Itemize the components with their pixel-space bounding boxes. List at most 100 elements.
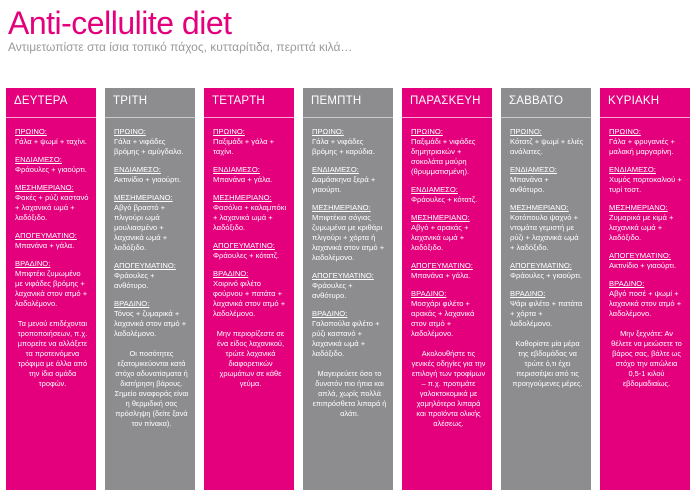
meal-block: ΠΡΩΙΝΟ: Γάλα + ψωμί + ταχίνι. <box>15 127 90 147</box>
meal-title: ΒΡΑΔΙΝΟ: <box>213 269 249 278</box>
meal-text: Μπιφτέκια σόγιας ζυμωμένα με κριθάρι πλι… <box>312 213 385 262</box>
meal-block: ΠΡΩΙΝΟ: Κότατζ + ψωμί + ελιές ανάλατες. <box>510 127 585 157</box>
meal-title: ΠΡΩΙΝΟ: <box>114 127 146 136</box>
meal-block: ΠΡΩΙΝΟ: Παξιμάδι + νιφάδες δημητριακών + … <box>411 127 486 177</box>
day-tip: Μην περιορίζεστε σε ένα είδος λαχανικού,… <box>216 329 285 388</box>
meal-block: ΜΕΣΗΜΕΡΙΑΝΟ: Φακές + ρύζι καστανό + λαχαν… <box>15 183 90 223</box>
day-name: ΚΥΡΙΑΚΗ <box>600 88 690 118</box>
day-name: ΠΑΡΑΣΚΕΥΗ <box>402 88 492 118</box>
meal-block: ΒΡΑΔΙΝΟ: Χοιρινό φιλέτο φούρνου + πατάτα … <box>213 269 288 319</box>
meal-block: ΜΕΣΗΜΕΡΙΑΝΟ: Ζυμαρικά με κιμά + λαχανικά … <box>609 203 684 243</box>
meal-block: ΕΝΔΙΑΜΕΣΟ: Δαμάσκηνα ξερά + γιαούρτι. <box>312 165 387 195</box>
meal-title: ΕΝΔΙΑΜΕΣΟ: <box>15 155 62 164</box>
page-title: Anti-cellulite diet <box>8 5 232 41</box>
day-name: ΤΡΙΤΗ <box>105 88 195 118</box>
meal-text: Γάλα + φρυγανιές + μαλακή μαργαρίνη. <box>609 137 675 156</box>
meal-text: Μοσχάρι φιλέτο + αρακάς + λαχανικά στον … <box>411 299 475 338</box>
day-menu: ΠΡΩΙΝΟ: Γάλα + φρυγανιές + μαλακή μαργαρί… <box>600 118 690 389</box>
meal-title: ΠΡΩΙΝΟ: <box>411 127 443 136</box>
meal-text: Φράουλες + γιαούρτι. <box>510 271 582 280</box>
meal-text: Φακές + ρύζι καστανό + λαχανικά ωμά + λα… <box>15 193 89 222</box>
meal-block: ΠΡΩΙΝΟ: Γάλα + νιφάδες βρόμης + αμύγδαλα. <box>114 127 189 157</box>
meal-text: Κοτόπουλο ψαχνό + ντομάτα γεμιστή με ρύζ… <box>510 213 579 252</box>
meal-title: ΑΠΟΓΕΥΜΑΤΙΝΟ: <box>15 231 77 240</box>
meal-block: ΜΕΣΗΜΕΡΙΑΝΟ: Κοτόπουλο ψαχνό + ντομάτα γε… <box>510 203 585 253</box>
day-tip: Καθορίστε μία μέρα της εβδομάδας να τρώτ… <box>512 339 583 388</box>
meal-text: Γαλοπούλα φιλέτο + ρύζι καστανό + λαχανι… <box>312 319 380 358</box>
meal-title: ΠΡΩΙΝΟ: <box>213 127 245 136</box>
day-menu: ΠΡΩΙΝΟ: Παξιμάδι + νιφάδες δημητριακών + … <box>402 118 492 429</box>
meal-title: ΑΠΟΓΕΥΜΑΤΙΝΟ: <box>510 261 572 270</box>
meal-text: Γάλα + νιφάδες βρόμης + καρύδια. <box>312 137 375 156</box>
day-tip: Τα μενού επιδέχονται τροποποιήσεων, π.χ.… <box>17 319 88 388</box>
meal-text: Αβγό βραστό + πλιγούρι ωμά μουλιασμένο +… <box>114 203 168 252</box>
meal-block: ΠΡΩΙΝΟ: Γάλα + νιφάδες βρόμης + καρύδια. <box>312 127 387 157</box>
meal-title: ΕΝΔΙΑΜΕΣΟ: <box>609 165 656 174</box>
meal-text: Ψάρι φιλέτο + πατάτα + χόρτα + λαδολέμον… <box>510 299 583 328</box>
meal-block: ΒΡΑΔΙΝΟ: Γαλοπούλα φιλέτο + ρύζι καστανό … <box>312 309 387 359</box>
meal-block: ΜΕΣΗΜΕΡΙΑΝΟ: Μπιφτέκια σόγιας ζυμωμένα με… <box>312 203 387 263</box>
day-column: ΚΥΡΙΑΚΗ ΠΡΩΙΝΟ: Γάλα + φρυγανιές + μαλακή … <box>600 88 690 490</box>
meal-text: Χυμός πορτοκαλιού + τυρί τοστ. <box>609 175 682 194</box>
day-column: ΣΑΒΒΑΤΟ ΠΡΩΙΝΟ: Κότατζ + ψωμί + ελιές ανάλ… <box>501 88 591 490</box>
day-column: ΠΕΜΠΤΗ ΠΡΩΙΝΟ: Γάλα + νιφάδες βρόμης + καρ… <box>303 88 393 490</box>
meal-title: ΒΡΑΔΙΝΟ: <box>114 299 150 308</box>
meal-title: ΑΠΟΓΕΥΜΑΤΙΝΟ: <box>114 261 176 270</box>
meal-block: ΕΝΔΙΑΜΕΣΟ: Φράουλες + γιαούρτι. <box>15 155 90 175</box>
meal-title: ΠΡΩΙΝΟ: <box>609 127 641 136</box>
meal-text: Φράουλες + κότατζ. <box>411 195 478 204</box>
meal-title: ΑΠΟΓΕΥΜΑΤΙΝΟ: <box>609 251 671 260</box>
meal-text: Φράουλες + κότατζ. <box>213 251 280 260</box>
meal-text: Φράουλες + ανθότυρο. <box>312 281 353 300</box>
day-menu: ΠΡΩΙΝΟ: Παξιμάδι + γάλα + ταχίνι. ΕΝΔΙΑΜΕΣ… <box>204 118 294 389</box>
meal-text: Μπανάνα + γάλα. <box>15 241 75 250</box>
meal-text: Δαμάσκηνα ξερά + γιαούρτι. <box>312 175 376 194</box>
day-name: ΠΕΜΠΤΗ <box>303 88 393 118</box>
day-tip: Μην ξεχνάτε: Αν θέλετε να μειώσετε το βά… <box>611 329 682 388</box>
meal-block: ΒΡΑΔΙΝΟ: Τόνος + ζυμαρικά + λαχανικά στον… <box>114 299 189 339</box>
meal-title: ΑΠΟΓΕΥΜΑΤΙΝΟ: <box>213 241 275 250</box>
meal-title: ΜΕΣΗΜΕΡΙΑΝΟ: <box>312 203 371 212</box>
meal-text: Φασόλια + καλαμπόκι + λαχανικά ωμά + λαδ… <box>213 203 287 232</box>
meal-title: ΠΡΩΙΝΟ: <box>510 127 542 136</box>
meal-title: ΠΡΩΙΝΟ: <box>15 127 47 136</box>
meal-block: ΠΡΩΙΝΟ: Παξιμάδι + γάλα + ταχίνι. <box>213 127 288 157</box>
meal-block: ΑΠΟΓΕΥΜΑΤΙΝΟ: Μπανάνα + γάλα. <box>411 261 486 281</box>
meal-block: ΕΝΔΙΑΜΕΣΟ: Μπανάνα + ανθότυρο. <box>510 165 585 195</box>
meal-title: ΒΡΑΔΙΝΟ: <box>312 309 348 318</box>
day-name: ΤΕΤΑΡΤΗ <box>204 88 294 118</box>
meal-block: ΒΡΑΔΙΝΟ: Αβγό ποσέ + ψωμί + λαχανικά στον… <box>609 279 684 319</box>
meal-text: Χοιρινό φιλέτο φούρνου + πατάτα + λαχανι… <box>213 279 286 318</box>
meal-block: ΑΠΟΓΕΥΜΑΤΙΝΟ: Φράουλες + γιαούρτι. <box>510 261 585 281</box>
meal-text: Ακτινίδιο + γιαούρτι. <box>609 261 677 270</box>
day-tip: Ακολουθήστε τις γενικές οδηγίες για την … <box>411 349 486 428</box>
meal-block: ΒΡΑΔΙΝΟ: Ψάρι φιλέτο + πατάτα + χόρτα + λ… <box>510 289 585 329</box>
meal-title: ΒΡΑΔΙΝΟ: <box>609 279 645 288</box>
meal-text: Ζυμαρικά με κιμά + λαχανικά ωμά + λαδόξι… <box>609 213 674 242</box>
meal-block: ΒΡΑΔΙΝΟ: Μοσχάρι φιλέτο + αρακάς + λαχανι… <box>411 289 486 339</box>
meal-block: ΜΕΣΗΜΕΡΙΑΝΟ: Αβγό βραστό + πλιγούρι ωμά μ… <box>114 193 189 253</box>
day-column: ΤΡΙΤΗ ΠΡΩΙΝΟ: Γάλα + νιφάδες βρόμης + αμύγ… <box>105 88 195 490</box>
page-subtitle: Αντιμετωπίστε στα ίσια τοπικό πάχος, κυτ… <box>8 40 353 54</box>
meal-block: ΕΝΔΙΑΜΕΣΟ: Φράουλες + κότατζ. <box>411 185 486 205</box>
day-tip: Μαγειρεύετε όσο το δυνατόν πιο ήπια και … <box>312 369 387 418</box>
meal-block: ΒΡΑΔΙΝΟ: Μπιφτέκι ζυμωμένο με νιφάδες βρό… <box>15 259 90 309</box>
day-menu: ΠΡΩΙΝΟ: Γάλα + νιφάδες βρόμης + καρύδια. Ε… <box>303 118 393 419</box>
meal-text: Αβγό + αρακάς + λαχανικά ωμά + λαδόξιδο. <box>411 223 469 252</box>
meal-text: Μπανάνα + γάλα. <box>411 271 471 280</box>
meal-title: ΜΕΣΗΜΕΡΙΑΝΟ: <box>213 193 272 202</box>
week-columns: ΔΕΥΤΕΡΑ ΠΡΩΙΝΟ: Γάλα + ψωμί + ταχίνι. ΕΝΔΙΑ… <box>6 88 690 490</box>
meal-block: ΕΝΔΙΑΜΕΣΟ: Χυμός πορτοκαλιού + τυρί τοστ. <box>609 165 684 195</box>
meal-text: Τόνος + ζυμαρικά + λαχανικά στον ατμό + … <box>114 309 187 338</box>
meal-text: Φράουλες + ανθότυρο. <box>114 271 155 290</box>
day-column: ΤΕΤΑΡΤΗ ΠΡΩΙΝΟ: Παξιμάδι + γάλα + ταχίνι. Ε… <box>204 88 294 490</box>
meal-text: Ακτινίδιο + γιαούρτι. <box>114 175 182 184</box>
meal-title: ΜΕΣΗΜΕΡΙΑΝΟ: <box>411 213 470 222</box>
meal-title: ΜΕΣΗΜΕΡΙΑΝΟ: <box>114 193 173 202</box>
meal-block: ΑΠΟΓΕΥΜΑΤΙΝΟ: Φράουλες + κότατζ. <box>213 241 288 261</box>
meal-title: ΠΡΩΙΝΟ: <box>312 127 344 136</box>
meal-title: ΒΡΑΔΙΝΟ: <box>15 259 51 268</box>
day-name: ΔΕΥΤΕΡΑ <box>6 88 96 118</box>
meal-text: Μπανάνα + ανθότυρο. <box>510 175 549 194</box>
meal-text: Γάλα + νιφάδες βρόμης + αμύγδαλα. <box>114 137 184 156</box>
